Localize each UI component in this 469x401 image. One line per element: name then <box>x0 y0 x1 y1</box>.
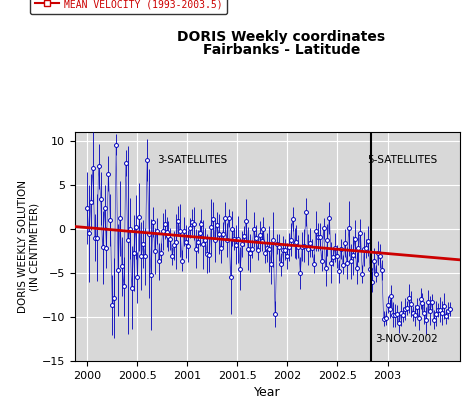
Text: Fairbanks - Latitude: Fairbanks - Latitude <box>203 43 360 57</box>
Legend: DORIS WEEKLY SOLUTION, MEAN VELOCITY (1993-2003.5): DORIS WEEKLY SOLUTION, MEAN VELOCITY (19… <box>30 0 227 14</box>
Text: 3-NOV-2002: 3-NOV-2002 <box>375 334 438 344</box>
Y-axis label: DORIS WEEKLY SOLUTION
(IN CENTIMETER): DORIS WEEKLY SOLUTION (IN CENTIMETER) <box>17 180 39 313</box>
Text: 5-SATELLITES: 5-SATELLITES <box>367 156 438 166</box>
Text: DORIS Weekly coordinates: DORIS Weekly coordinates <box>177 30 386 44</box>
Text: 3-SATELLITES: 3-SATELLITES <box>157 156 227 166</box>
X-axis label: Year: Year <box>254 386 280 399</box>
